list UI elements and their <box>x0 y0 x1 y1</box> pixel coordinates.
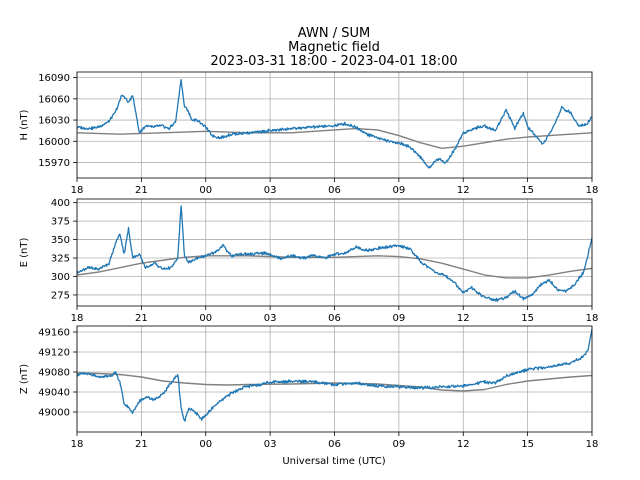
chart-title-line-3: 2023-03-31 18:00 - 2023-04-01 18:00 <box>210 54 457 69</box>
x-tick-label: 03 <box>264 313 277 324</box>
panel-2: 18 21 00 03 06 09 12 15 18 49000 49040 49080 49120 49… <box>19 325 599 450</box>
x-tick-label: 00 <box>199 313 212 324</box>
y-tick-label: 49000 <box>38 408 70 419</box>
x-tick-label: 03 <box>264 185 277 196</box>
y-tick-label: 16060 <box>38 94 70 105</box>
x-tick-label: 21 <box>135 185 148 196</box>
y-tick-label: 15970 <box>38 158 70 169</box>
x-tick-label: 21 <box>135 439 148 450</box>
x-tick-label: 12 <box>457 313 470 324</box>
x-tick-label: 18 <box>71 439 84 450</box>
x-tick-label: 18 <box>586 439 599 450</box>
plot-area <box>77 78 592 169</box>
y-tick-label: 16090 <box>38 73 70 84</box>
x-tick-label: 09 <box>393 313 406 324</box>
x-axis-label: Universal time (UTC) <box>282 456 385 467</box>
baseline-series-line <box>77 127 592 150</box>
panel-1: 18 21 00 03 06 09 12 15 18 275 300 325 350 375 400 E (n… <box>19 198 598 324</box>
x-tick-label: 06 <box>328 439 341 450</box>
measured-series-line <box>77 78 592 169</box>
x-tick-label: 09 <box>393 439 406 450</box>
panel-frame <box>76 71 593 179</box>
panel-frame <box>76 325 593 433</box>
y-tick-label: 300 <box>51 272 70 283</box>
chart-title-line-2: Magnetic field <box>288 40 380 55</box>
y-tick-label: 275 <box>51 290 70 301</box>
measured-series-line <box>77 328 592 422</box>
x-tick-label: 15 <box>521 313 534 324</box>
baseline-series-line <box>77 372 592 392</box>
plot-area <box>77 328 592 422</box>
y-axis-label: E (nT) <box>19 238 30 268</box>
y-tick-label: 16030 <box>38 116 70 127</box>
chart-title-line-1: AWN / SUM <box>298 26 370 41</box>
x-tick-label: 18 <box>586 313 599 324</box>
x-tick-label: 18 <box>586 185 599 196</box>
y-tick-label: 16000 <box>38 137 70 148</box>
x-tick-label: 03 <box>264 439 277 450</box>
y-tick-label: 375 <box>51 217 70 228</box>
y-tick-label: 49040 <box>38 388 70 399</box>
x-tick-label: 18 <box>71 185 84 196</box>
x-tick-label: 06 <box>328 185 341 196</box>
baseline-series-line <box>77 255 592 279</box>
x-tick-label: 12 <box>457 439 470 450</box>
x-tick-label: 15 <box>521 439 534 450</box>
measured-series-line <box>77 205 592 302</box>
y-axis-label: H (nT) <box>19 109 30 140</box>
x-tick-label: 00 <box>199 185 212 196</box>
y-axis-label: Z (nT) <box>19 364 30 394</box>
y-tick-label: 350 <box>51 235 70 246</box>
panel-frame <box>76 198 593 307</box>
x-tick-label: 06 <box>328 313 341 324</box>
y-tick-label: 49080 <box>38 368 70 379</box>
x-tick-label: 18 <box>71 313 84 324</box>
y-tick-label: 49160 <box>38 328 70 339</box>
panels-group: 18 21 00 03 06 09 12 15 18 15970 16000 16030 16060 16… <box>19 71 599 450</box>
x-tick-label: 09 <box>393 185 406 196</box>
x-tick-label: 12 <box>457 185 470 196</box>
x-tick-label: 00 <box>199 439 212 450</box>
plot-area <box>77 205 592 302</box>
x-tick-label: 21 <box>135 313 148 324</box>
y-tick-label: 325 <box>51 254 70 265</box>
x-tick-label: 15 <box>521 185 534 196</box>
panel-0: 18 21 00 03 06 09 12 15 18 15970 16000 16030 16060 16… <box>19 71 599 196</box>
y-tick-label: 400 <box>51 198 70 209</box>
y-tick-label: 49120 <box>38 348 70 359</box>
